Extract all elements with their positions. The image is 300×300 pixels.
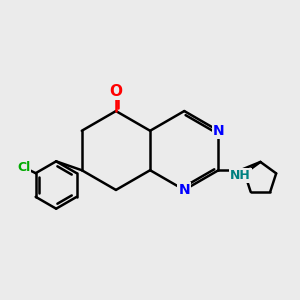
Text: Cl: Cl <box>17 161 30 174</box>
Text: NH: NH <box>230 169 250 182</box>
Text: N: N <box>213 124 224 138</box>
Text: O: O <box>110 84 122 99</box>
Text: N: N <box>178 183 190 197</box>
